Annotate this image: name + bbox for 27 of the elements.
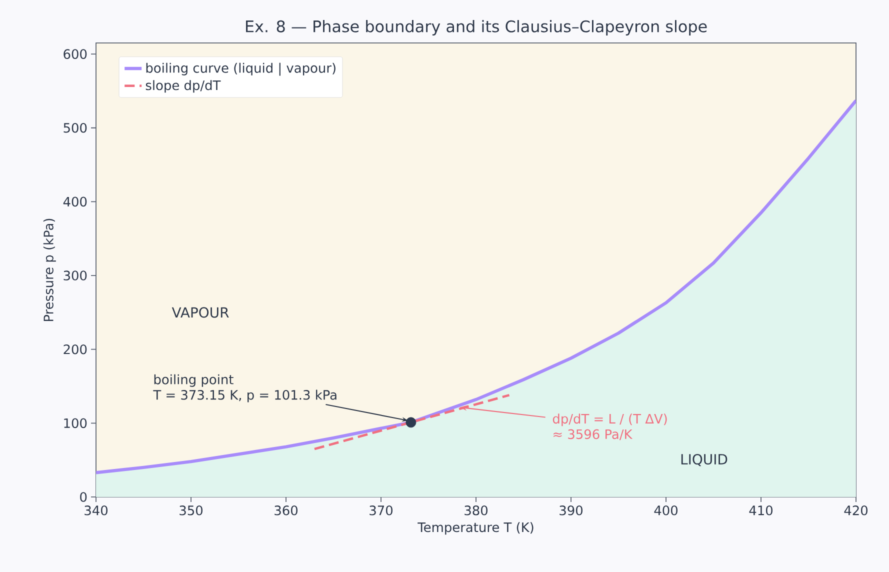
x-tick-label: 360	[274, 506, 298, 516]
legend-label: boiling curve (liquid | vapour)	[146, 62, 336, 76]
x-tick-label: 420	[844, 506, 868, 516]
x-tick-label: 380	[464, 506, 488, 516]
y-tick-label: 0	[80, 492, 87, 502]
y-axis-title: Pressure p (kPa)	[43, 218, 56, 321]
chart-title: Ex. 8 — Phase boundary and its Clausius–Clapeyron slope	[246, 20, 707, 36]
y-tick-label: 200	[64, 344, 87, 354]
y-tick-label: 600	[64, 49, 87, 59]
annotation: LIQUID	[681, 454, 728, 466]
x-tick-label: 350	[180, 506, 202, 516]
annotation: boiling point	[154, 374, 234, 387]
x-tick-label: 390	[560, 506, 582, 516]
x-tick-label: 410	[749, 506, 772, 516]
legend-label: slope dp/dT	[146, 80, 221, 93]
y-tick-label: 500	[64, 122, 87, 133]
annotation: T = 373.15 K, p = 101.3 kPa	[153, 390, 336, 402]
annotation: VAPOUR	[172, 307, 229, 318]
x-tick-label: 370	[370, 506, 392, 516]
x-tick-label: 340	[84, 506, 108, 516]
y-tick-label: 400	[63, 196, 87, 207]
y-tick-label: 100	[64, 418, 87, 428]
x-tick-label: 400	[654, 506, 678, 516]
y-tick-label: 300	[64, 270, 87, 280]
x-axis-title: Temperature T (K)	[418, 522, 534, 535]
annotation: ≈ 3596 Pa/K	[554, 429, 633, 440]
annotation: dp/dT = L / (T ΔV)	[552, 414, 667, 426]
